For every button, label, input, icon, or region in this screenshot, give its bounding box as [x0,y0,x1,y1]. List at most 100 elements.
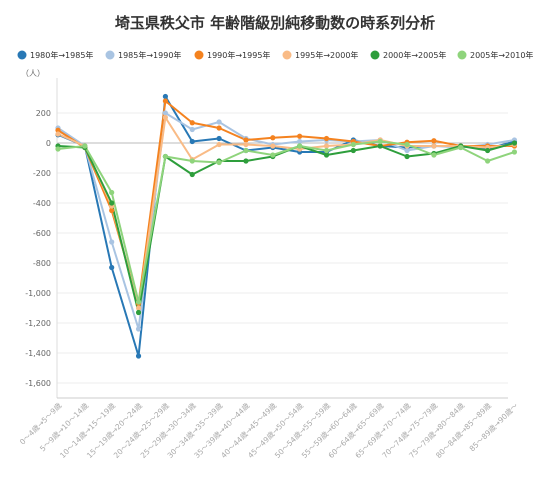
data-point[interactable] [323,152,330,158]
series-points [55,93,518,359]
data-point[interactable] [297,138,303,145]
legend-item[interactable]: 1990年→1995年 [194,50,271,60]
data-point[interactable] [162,110,168,116]
data-point[interactable] [243,158,249,164]
data-point[interactable] [189,126,195,133]
data-point[interactable] [109,189,115,196]
y-tick-label: 0 [46,139,51,148]
chart-title: 埼玉県秩父市 年齢階級別純移動数の時系列分析 [115,14,435,32]
x-tick-label: 5～9歳→10～14歳 [37,400,90,453]
legend-label: 1985年→1990年 [118,50,181,60]
legend-marker [194,50,204,60]
data-point[interactable] [135,353,142,359]
legend-label: 2005年→2010年 [470,50,533,60]
data-point[interactable] [243,137,249,143]
data-point[interactable] [162,93,168,100]
data-point[interactable] [431,138,437,144]
series-line[interactable] [57,140,515,303]
data-point[interactable] [216,159,222,166]
data-point[interactable] [189,120,195,126]
data-point[interactable] [189,171,195,178]
data-point[interactable] [189,158,195,164]
data-point[interactable] [323,143,330,149]
data-point[interactable] [270,135,276,141]
data-point[interactable] [431,152,437,158]
data-point[interactable] [270,152,276,158]
data-point[interactable] [511,140,518,146]
data-point[interactable] [431,143,437,149]
data-point[interactable] [350,147,356,154]
legend-label: 2000年→2005年 [383,50,446,60]
data-point[interactable] [216,119,222,125]
data-point[interactable] [135,305,142,311]
data-point[interactable] [458,144,464,151]
data-point[interactable] [323,135,330,142]
data-point[interactable] [109,207,115,214]
legend-marker [17,50,27,60]
series-lines [57,95,515,357]
data-point[interactable] [216,125,222,131]
data-point[interactable] [82,143,88,149]
data-point[interactable] [404,147,410,154]
legend-item[interactable]: 2000年→2005年 [370,50,447,60]
legend-label: 1995年→2000年 [295,50,358,60]
legend[interactable]: 1980年→1985年 1985年→1990年 1990年→1995年 1995年→2… [17,50,534,60]
series-line[interactable] [57,95,515,357]
y-tick-label: -400 [33,199,51,208]
data-point[interactable] [297,133,303,139]
data-point[interactable] [55,131,61,137]
data-point[interactable] [55,127,61,133]
data-point[interactable] [377,138,383,145]
y-tick-label: -1,600 [25,379,51,388]
data-point[interactable] [243,141,249,148]
data-point[interactable] [109,264,115,271]
data-point[interactable] [162,98,168,104]
legend-item[interactable]: 1980年→1985年 [17,50,94,60]
data-point[interactable] [216,141,222,148]
data-point[interactable] [162,114,168,121]
data-point[interactable] [109,200,115,206]
legend-marker [105,50,115,60]
data-point[interactable] [404,141,410,148]
legend-item[interactable]: 1985年→1990年 [105,50,182,60]
x-tick-label: 85～89歳→90歳～ [467,400,520,453]
data-point[interactable] [243,147,249,154]
data-point[interactable] [270,143,276,149]
legend-marker [457,50,467,60]
data-point[interactable] [377,143,383,149]
series-line[interactable] [57,100,515,305]
y-tick-label: -800 [33,259,51,268]
data-point[interactable] [55,146,61,152]
data-point[interactable] [485,158,491,164]
data-point[interactable] [135,309,142,316]
data-point[interactable] [404,153,410,160]
legend-marker [370,50,380,60]
y-tick-label: -600 [33,229,51,238]
data-point[interactable] [189,138,195,145]
y-axis-unit-label: （人） [21,69,45,78]
data-point[interactable] [511,149,518,155]
data-point[interactable] [350,141,356,148]
x-axis: 0～4歳→5～9歳5～9歳→10～14歳10～14歳→15～19歳15～19歳→… [17,78,520,460]
legend-item[interactable]: 2005年→2010年 [457,50,534,60]
data-point[interactable] [135,326,142,332]
legend-label: 1990年→1995年 [207,50,270,60]
data-point[interactable] [109,239,115,245]
y-tick-label: -1,200 [25,319,51,328]
y-tick-label: 200 [36,109,51,118]
y-tick-label: -1,000 [25,289,51,298]
y-axis-ticks: 200 0 -200 -400 -600 -800 -1,000 -1,200 -1,400 -1… [25,109,51,388]
data-point[interactable] [323,147,330,154]
data-point[interactable] [297,143,303,149]
data-point[interactable] [485,147,491,154]
y-tick-label: -200 [33,169,51,178]
series-line[interactable] [57,116,515,309]
data-point[interactable] [162,153,168,160]
legend-label: 1980年→1985年 [30,50,93,60]
data-point[interactable] [135,299,142,305]
data-point[interactable] [216,135,222,142]
y-tick-label: -1,400 [25,349,51,358]
legend-item[interactable]: 1995年→2000年 [282,50,359,60]
legend-marker [282,50,292,60]
